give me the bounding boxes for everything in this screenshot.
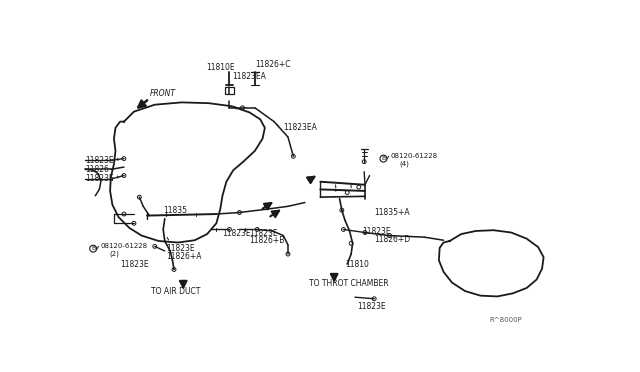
Text: 08120-61228: 08120-61228 [390, 153, 438, 159]
Text: (2): (2) [109, 251, 119, 257]
Text: 11810E: 11810E [206, 63, 235, 72]
Text: FRONT: FRONT [149, 89, 175, 97]
Text: 11823E: 11823E [86, 174, 114, 183]
Text: 11823EA: 11823EA [284, 122, 317, 132]
Text: (4): (4) [399, 161, 410, 167]
Text: 11826: 11826 [86, 165, 109, 174]
Text: TO THROT CHAMBER: TO THROT CHAMBER [308, 279, 388, 288]
Text: 11823E: 11823E [221, 229, 250, 238]
Text: 11826+D: 11826+D [374, 235, 410, 244]
Text: 08120-61228: 08120-61228 [100, 243, 147, 249]
Text: 11823E: 11823E [86, 155, 114, 165]
Text: 11823E: 11823E [166, 244, 195, 253]
Text: 11823E: 11823E [357, 302, 386, 311]
Text: 11810: 11810 [345, 260, 369, 269]
Text: 11835: 11835 [163, 206, 188, 215]
Text: R^8000P: R^8000P [490, 317, 522, 323]
Text: 11826+C: 11826+C [255, 60, 291, 69]
Text: 11823E: 11823E [120, 260, 148, 269]
Text: 11823E: 11823E [250, 229, 278, 238]
Text: 11826+A: 11826+A [166, 252, 202, 261]
Text: 11823E: 11823E [363, 227, 391, 236]
Text: 11823EA: 11823EA [232, 72, 266, 81]
Text: B: B [381, 156, 385, 161]
Text: 11826+B: 11826+B [250, 237, 285, 246]
Bar [225, 87, 234, 94]
Text: TO AIR DUCT: TO AIR DUCT [151, 286, 200, 295]
Text: B: B [91, 246, 95, 251]
Text: 11835+A: 11835+A [374, 208, 410, 217]
